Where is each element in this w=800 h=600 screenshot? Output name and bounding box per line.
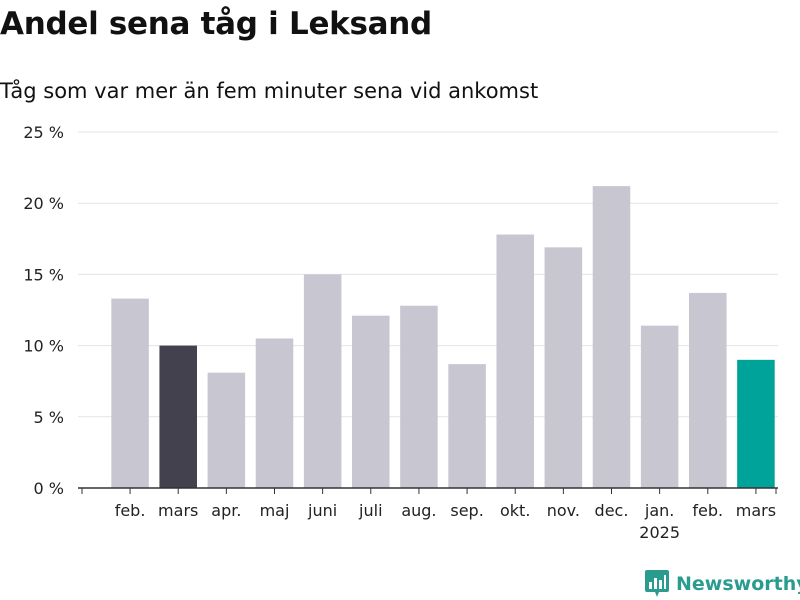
y-tick-label: 0 %	[34, 479, 64, 498]
y-tick-label: 5 %	[34, 408, 64, 427]
bar-11	[592, 186, 631, 488]
x-tick-label: okt.	[500, 501, 530, 520]
bar-4	[255, 338, 294, 488]
x-tick-label: dec.	[595, 501, 629, 520]
x-tick-label: mars	[158, 501, 198, 520]
y-tick-label: 25 %	[23, 123, 64, 142]
bar-chart: 0 % 5 % 10 % 15 % 20 % 25 % feb. mars apr. maj jun…	[23, 123, 778, 542]
bar-1	[111, 298, 149, 488]
bar-10	[544, 247, 583, 488]
y-tick-label: 15 %	[23, 265, 64, 284]
x-tick-label: jan.	[644, 501, 674, 520]
x-tick-label: sep.	[450, 501, 483, 520]
x-tick-label: feb.	[692, 501, 723, 520]
newsworthy-chart-icon	[645, 570, 669, 597]
bar-8	[448, 364, 486, 488]
newsworthy-logo: Newsworthy	[645, 570, 800, 597]
bar-7	[400, 305, 438, 488]
bar-12	[640, 325, 679, 488]
newsworthy-logo-text: Newsworthy	[676, 572, 800, 595]
bar-13	[689, 292, 727, 488]
x-tick-label: juli	[358, 501, 382, 520]
x-tick-label: feb.	[115, 501, 146, 520]
chart-subtitle: Tåg som var mer än fem minuter sena vid …	[0, 79, 539, 103]
x-year-label: 2025	[639, 523, 680, 542]
y-tick-label: 20 %	[23, 194, 64, 213]
x-tick-label: nov.	[547, 501, 580, 520]
bar-14	[737, 359, 775, 488]
x-tick-label: maj	[260, 501, 290, 520]
bar-9	[496, 234, 534, 488]
x-tick-label: apr.	[211, 501, 241, 520]
bar-6	[352, 315, 390, 488]
x-tick-label: aug.	[401, 501, 436, 520]
x-tick-label: juni	[307, 501, 337, 520]
bar-2	[159, 345, 197, 488]
bar-5	[303, 274, 342, 488]
y-tick-label: 10 %	[23, 337, 64, 356]
chart-title: Andel sena tåg i Leksand	[0, 6, 432, 42]
bar-3	[207, 372, 246, 488]
x-tick-label: mars	[736, 501, 776, 520]
